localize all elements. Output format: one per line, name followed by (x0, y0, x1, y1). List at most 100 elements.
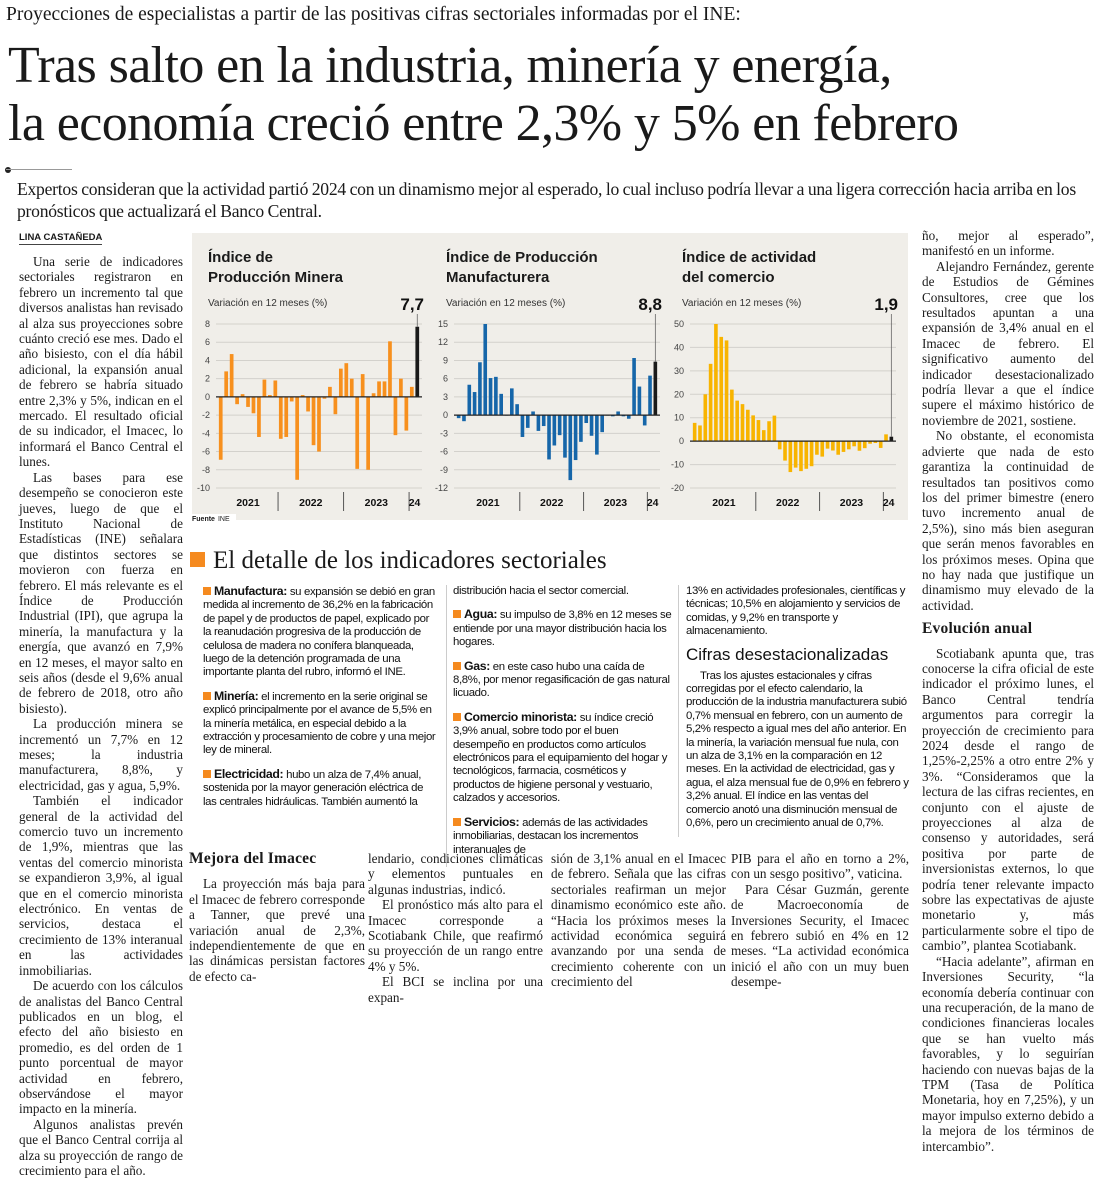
bar (761, 430, 766, 442)
bar (648, 375, 652, 416)
x-group-label: 2023 (604, 497, 628, 509)
bullet-square-icon (453, 610, 461, 619)
latest-bar (653, 361, 658, 416)
bar (788, 441, 793, 473)
bar (311, 396, 316, 446)
bar (355, 396, 360, 469)
y-tick-label: -10 (197, 483, 210, 493)
x-group-label: 24 (883, 497, 895, 509)
bar (584, 415, 589, 424)
y-tick-label: 4 (205, 355, 210, 365)
chart-title-line-2: Manufacturera (446, 269, 550, 286)
bar (257, 396, 261, 437)
bar (884, 434, 888, 442)
latest-bar (415, 326, 420, 397)
bar (515, 404, 519, 416)
bar (740, 404, 745, 442)
y-tick-label: 50 (674, 319, 684, 329)
sidebar-item: Agua: su impulso de 3,8% en 12 meses se … (453, 608, 672, 649)
bar (783, 441, 787, 461)
subheading: Evolución anual (922, 620, 1033, 638)
article-column-right: ño, mejor al esperado”, manifestó en un … (922, 228, 1094, 1154)
bar (698, 425, 702, 442)
bar (714, 324, 718, 442)
sidebar-item-label: Minería: (214, 688, 259, 703)
paragraph: Algunos analistas prevén que el Banco Ce… (19, 1116, 183, 1178)
bar (494, 376, 498, 416)
paragraph: “Hacia adelante”, afirman en Inversiones… (922, 953, 1094, 1154)
bar (393, 396, 398, 436)
sidebar-subheading: Cifras desestacionalizadas (686, 644, 889, 664)
bar (568, 415, 573, 481)
bar (878, 441, 883, 448)
paragraph: La proyección más baja para el Imacec de… (189, 876, 365, 984)
latest-value-label: 1,9 (874, 295, 898, 314)
bar (799, 441, 803, 472)
bar (804, 441, 809, 469)
deck: Expertos consideran que la actividad par… (17, 179, 1076, 221)
bar (467, 384, 472, 416)
bar (825, 441, 830, 449)
bar (388, 341, 392, 397)
y-tick-label: 3 (443, 392, 448, 402)
bar (767, 421, 771, 442)
bar (873, 441, 878, 444)
bar (841, 441, 846, 452)
y-tick-label: -2 (202, 410, 210, 420)
x-group-label: 2022 (776, 497, 800, 509)
y-tick-label: -8 (202, 465, 210, 475)
bar (262, 379, 267, 397)
bar (399, 378, 403, 397)
paragraph: Alejandro Fernández, gerente de Estudios… (922, 258, 1094, 428)
sidebar-item: distribución hacia el sector comercial. (453, 585, 672, 598)
bar (557, 415, 562, 436)
bar (847, 441, 851, 450)
y-tick-label: 6 (205, 337, 210, 347)
bar (692, 422, 697, 442)
bullet-square-icon (453, 712, 461, 721)
y-tick-label: 15 (438, 319, 448, 329)
bar (344, 363, 349, 397)
y-tick-label: 6 (443, 374, 448, 384)
source-value: INE (217, 516, 230, 523)
subheading: Mejora del Imacec (189, 850, 317, 867)
bar (730, 389, 734, 442)
bar (268, 395, 272, 397)
bar (772, 415, 777, 442)
bar (793, 441, 798, 468)
bar (306, 396, 310, 412)
bar (547, 415, 551, 460)
bar (273, 380, 278, 397)
bar (600, 415, 604, 433)
article-column-left: Una serie de indicadores sectoriales reg… (19, 254, 183, 1178)
y-tick-label: -3 (440, 428, 448, 438)
bar (589, 415, 594, 436)
chart-title-line-1: Índice de actividad (682, 249, 816, 266)
sidebar-item: Tras los ajustes estacionales y cifras c… (686, 670, 913, 831)
bullet-square-icon (203, 587, 211, 595)
bar (371, 393, 376, 397)
sidebar-title-text: El detalle de los indicadores sectoriale… (213, 547, 607, 574)
y-tick-label: 2 (205, 374, 210, 384)
paragraph: Una serie de indicadores sectoriales reg… (19, 254, 183, 470)
bullet-square-icon (453, 817, 461, 826)
x-group-label: 2021 (236, 497, 260, 509)
y-tick-label: -6 (440, 447, 448, 457)
y-tick-label: -12 (435, 483, 448, 493)
bar (820, 441, 825, 457)
sidebar-item: Manufactura: su expansión se debió en gr… (203, 584, 439, 680)
bar (862, 441, 867, 449)
sidebar-item-label: Gas: (464, 658, 490, 673)
y-tick-label: 0 (205, 392, 210, 402)
bar (229, 354, 234, 397)
sidebar-item-text: distribución hacia el sector comercial. (453, 585, 629, 597)
bar (300, 395, 305, 397)
sidebar-column-1: Manufactura: su expansión se debió en gr… (203, 584, 439, 819)
bar (868, 441, 872, 444)
y-tick-label: 30 (674, 366, 684, 376)
chart-title-line-2: Producción Minera (208, 269, 344, 286)
bar (531, 411, 535, 416)
bar (632, 358, 636, 416)
paragraph: Para César Guzmán, gerente de Macroecono… (731, 881, 909, 990)
bar (349, 378, 354, 397)
